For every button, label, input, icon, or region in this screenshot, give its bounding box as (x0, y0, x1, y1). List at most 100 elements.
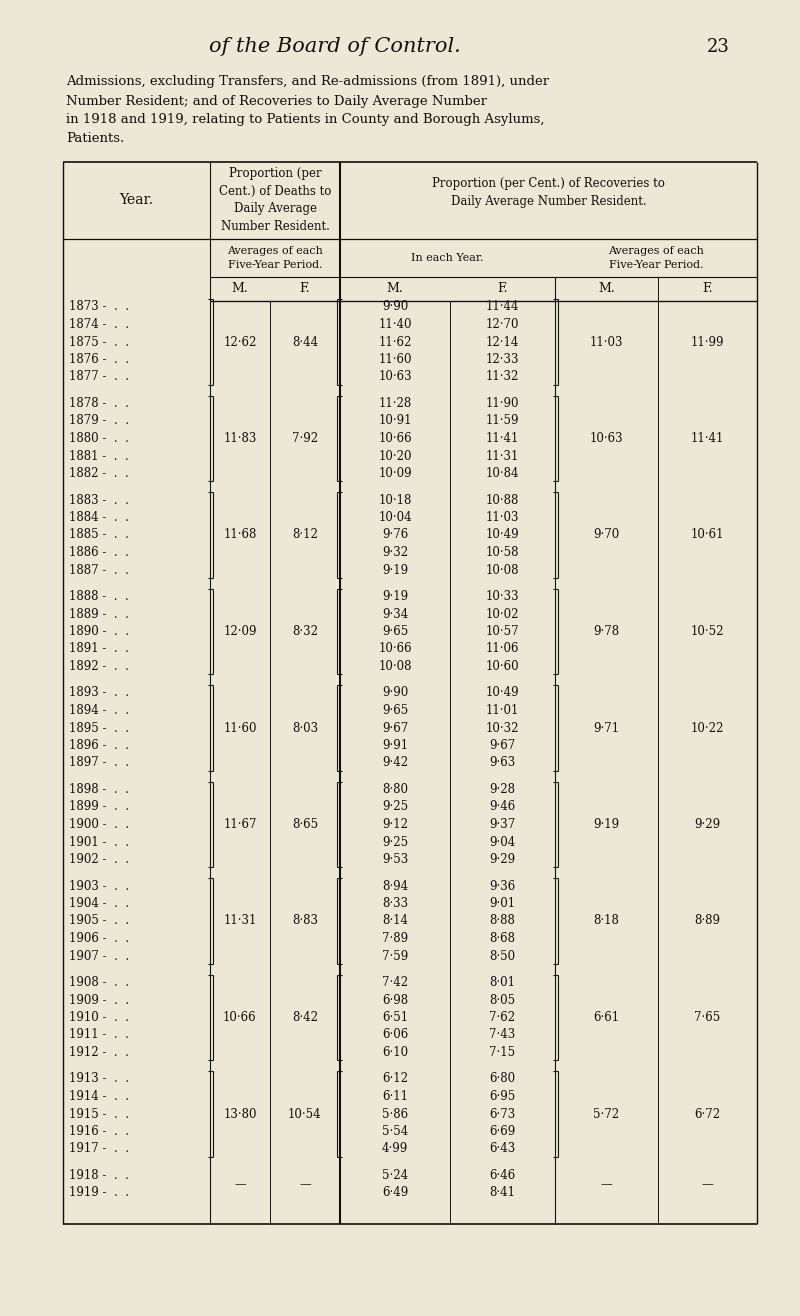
Text: Number Resident; and of Recoveries to Daily Average Number: Number Resident; and of Recoveries to Da… (66, 95, 487, 108)
Text: 9·19: 9·19 (382, 590, 408, 603)
Text: 9·34: 9·34 (382, 608, 408, 621)
Text: 6·61: 6·61 (594, 1011, 619, 1024)
Text: 10·91: 10·91 (378, 415, 412, 428)
Text: 10·63: 10·63 (378, 371, 412, 383)
Text: 11·40: 11·40 (378, 318, 412, 332)
Text: 8·01: 8·01 (490, 976, 515, 990)
Text: Proportion (per
Cent.) of Deaths to
Daily Average
Number Resident.: Proportion (per Cent.) of Deaths to Dail… (219, 167, 331, 233)
Text: 1885 -  .  .: 1885 - . . (69, 529, 129, 541)
Text: 10·84: 10·84 (486, 467, 519, 480)
Text: F.: F. (702, 283, 713, 296)
Text: —: — (601, 1178, 612, 1191)
Text: 5·24: 5·24 (382, 1169, 408, 1182)
Text: 23: 23 (706, 38, 730, 57)
Text: 8·83: 8·83 (292, 915, 318, 928)
Text: 5·86: 5·86 (382, 1108, 408, 1120)
Text: M.: M. (598, 283, 615, 296)
Text: 9·65: 9·65 (382, 625, 408, 638)
Text: 10·18: 10·18 (378, 494, 412, 507)
Text: 9·90: 9·90 (382, 300, 408, 313)
Text: 6·12: 6·12 (382, 1073, 408, 1086)
Text: 1895 -  .  .: 1895 - . . (69, 721, 129, 734)
Text: 8·65: 8·65 (292, 819, 318, 830)
Text: 9·37: 9·37 (490, 819, 516, 830)
Text: 10·02: 10·02 (486, 608, 519, 621)
Text: 1886 -  .  .: 1886 - . . (69, 546, 129, 559)
Text: 11·41: 11·41 (486, 432, 519, 445)
Text: Year.: Year. (119, 193, 154, 208)
Text: 10·54: 10·54 (288, 1108, 322, 1120)
Text: 1888 -  .  .: 1888 - . . (69, 590, 129, 603)
Text: 10·66: 10·66 (223, 1011, 257, 1024)
Text: 7·15: 7·15 (490, 1046, 515, 1059)
Text: 11·03: 11·03 (590, 336, 623, 349)
Text: 4·99: 4·99 (382, 1142, 408, 1155)
Text: 1884 -  .  .: 1884 - . . (69, 511, 129, 524)
Text: 1877 -  .  .: 1877 - . . (69, 371, 129, 383)
Text: 1896 -  .  .: 1896 - . . (69, 740, 129, 751)
Text: 10·33: 10·33 (486, 590, 519, 603)
Text: 9·70: 9·70 (594, 529, 620, 541)
Text: 8·03: 8·03 (292, 721, 318, 734)
Text: 9·90: 9·90 (382, 687, 408, 700)
Text: 1875 -  .  .: 1875 - . . (69, 336, 129, 349)
Text: 11·60: 11·60 (378, 353, 412, 366)
Text: 1907 -  .  .: 1907 - . . (69, 950, 129, 962)
Text: 1914 -  .  .: 1914 - . . (69, 1090, 129, 1103)
Text: 9·71: 9·71 (594, 721, 619, 734)
Text: 6·51: 6·51 (382, 1011, 408, 1024)
Text: Proportion (per Cent.) of Recoveries to
Daily Average Number Resident.: Proportion (per Cent.) of Recoveries to … (432, 176, 665, 208)
Text: 6·43: 6·43 (490, 1142, 516, 1155)
Text: 10·09: 10·09 (378, 467, 412, 480)
Text: 6·49: 6·49 (382, 1187, 408, 1199)
Text: 1908 -  .  .: 1908 - . . (69, 976, 129, 990)
Text: 1889 -  .  .: 1889 - . . (69, 608, 129, 621)
Text: 10·66: 10·66 (378, 642, 412, 655)
Text: 1879 -  .  .: 1879 - . . (69, 415, 129, 428)
Text: 9·46: 9·46 (490, 800, 516, 813)
Text: 6·10: 6·10 (382, 1046, 408, 1059)
Text: 7·89: 7·89 (382, 932, 408, 945)
Text: 9·28: 9·28 (490, 783, 515, 796)
Text: 1881 -  .  .: 1881 - . . (69, 450, 129, 462)
Text: 9·53: 9·53 (382, 853, 408, 866)
Text: 8·32: 8·32 (292, 625, 318, 638)
Text: 10·58: 10·58 (486, 546, 519, 559)
Text: 8·68: 8·68 (490, 932, 515, 945)
Text: 11·68: 11·68 (223, 529, 257, 541)
Text: 7·65: 7·65 (694, 1011, 721, 1024)
Text: 9·67: 9·67 (382, 721, 408, 734)
Text: 6·98: 6·98 (382, 994, 408, 1007)
Text: 7·42: 7·42 (382, 976, 408, 990)
Text: —: — (702, 1178, 714, 1191)
Text: 8·94: 8·94 (382, 879, 408, 892)
Text: 1890 -  .  .: 1890 - . . (69, 625, 129, 638)
Text: 12·14: 12·14 (486, 336, 519, 349)
Text: 10·88: 10·88 (486, 494, 519, 507)
Text: 9·36: 9·36 (490, 879, 516, 892)
Text: 11·41: 11·41 (691, 432, 724, 445)
Text: M.: M. (231, 283, 248, 296)
Text: 1873 -  .  .: 1873 - . . (69, 300, 129, 313)
Text: 7·43: 7·43 (490, 1029, 516, 1041)
Text: 10·52: 10·52 (690, 625, 724, 638)
Text: 9·67: 9·67 (490, 740, 516, 751)
Text: 1917 -  .  .: 1917 - . . (69, 1142, 129, 1155)
Text: 1915 -  .  .: 1915 - . . (69, 1108, 129, 1120)
Text: 9·19: 9·19 (594, 819, 619, 830)
Text: 9·32: 9·32 (382, 546, 408, 559)
Text: 6·46: 6·46 (490, 1169, 516, 1182)
Text: 1905 -  .  .: 1905 - . . (69, 915, 129, 928)
Text: 8·05: 8·05 (490, 994, 515, 1007)
Text: 9·25: 9·25 (382, 836, 408, 849)
Text: 10·08: 10·08 (378, 661, 412, 672)
Text: 13·80: 13·80 (223, 1108, 257, 1120)
Text: 8·89: 8·89 (694, 915, 721, 928)
Text: —: — (234, 1178, 246, 1191)
Text: Patients.: Patients. (66, 133, 124, 146)
Text: 9·19: 9·19 (382, 563, 408, 576)
Text: 6·06: 6·06 (382, 1029, 408, 1041)
Text: 1903 -  .  .: 1903 - . . (69, 879, 129, 892)
Text: 8·41: 8·41 (490, 1187, 515, 1199)
Text: 1883 -  .  .: 1883 - . . (69, 494, 129, 507)
